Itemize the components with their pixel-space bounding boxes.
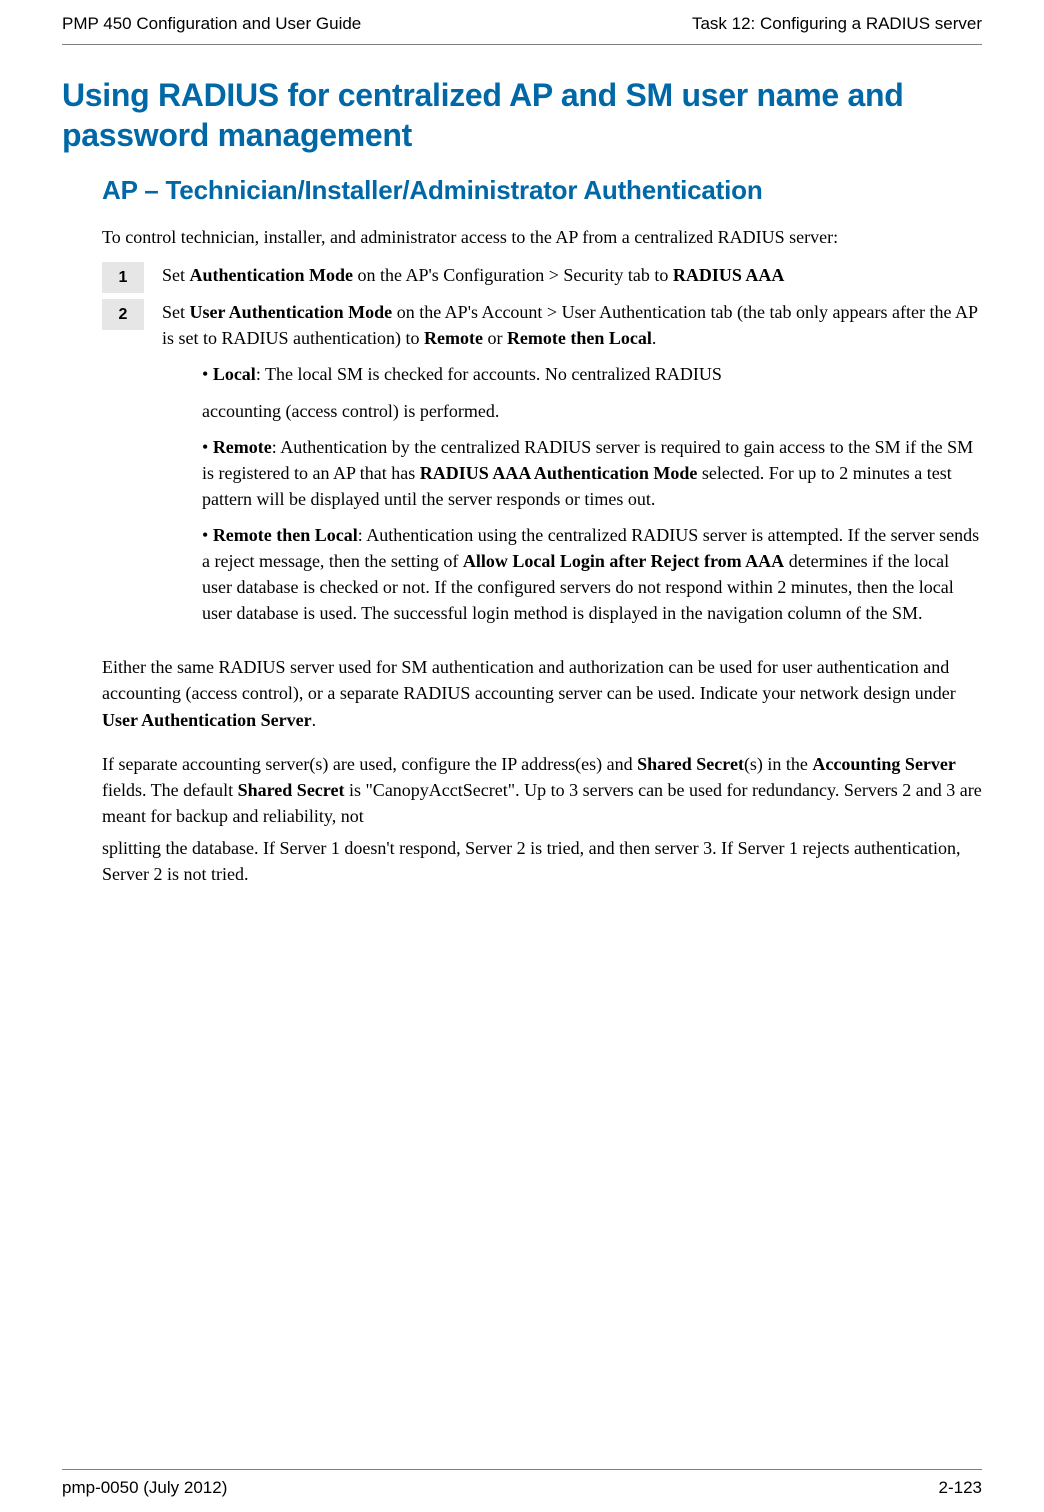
- para2-b: Shared Secret: [637, 754, 744, 774]
- bullet-icon: •: [202, 437, 213, 457]
- step-1-number: 1: [102, 262, 144, 293]
- para2-f: Shared Secret: [238, 780, 345, 800]
- sub-remote-then-local: • Remote then Local: Authentication usin…: [202, 522, 982, 626]
- step-2-bold-b: User Authentication Mode: [190, 302, 393, 322]
- paragraph-1: Either the same RADIUS server used for S…: [102, 654, 982, 732]
- sub-local-label: Local: [213, 364, 256, 384]
- bullet-icon: •: [202, 525, 213, 545]
- step-2-bold-f: Remote then Local: [507, 328, 652, 348]
- step-1-bold-b: Authentication Mode: [190, 265, 354, 285]
- header-right: Task 12: Configuring a RADIUS server: [692, 14, 982, 34]
- para1-bold: User Authentication Server: [102, 710, 312, 730]
- step-1-text-c: on the AP's Configuration > Security tab…: [353, 265, 673, 285]
- para2-d: Accounting Server: [812, 754, 955, 774]
- body-content: To control technician, installer, and ad…: [102, 224, 982, 887]
- footer-right: 2-123: [939, 1478, 982, 1498]
- sub-rtl-bold: Allow Local Login after Reject from AAA: [463, 551, 784, 571]
- section-subtitle: AP – Technician/Installer/Administrator …: [102, 175, 982, 206]
- main-title: Using RADIUS for centralized AP and SM u…: [62, 75, 982, 155]
- footer-left: pmp-0050 (July 2012): [62, 1478, 227, 1498]
- step-1: 1 Set Authentication Mode on the AP's Co…: [102, 262, 982, 293]
- paragraph-2: If separate accounting server(s) are use…: [102, 751, 982, 829]
- header-left: PMP 450 Configuration and User Guide: [62, 14, 361, 34]
- para2-a: If separate accounting server(s) are use…: [102, 754, 637, 774]
- sub-remote: • Remote: Authentication by the centrali…: [202, 434, 982, 512]
- para1-a: Either the same RADIUS server used for S…: [102, 657, 956, 703]
- sub-rtl-label: Remote then Local: [213, 525, 358, 545]
- para2-c: (s) in the: [744, 754, 812, 774]
- page: PMP 450 Configuration and User Guide Tas…: [0, 0, 1044, 1512]
- bullet-icon: •: [202, 364, 213, 384]
- page-footer: pmp-0050 (July 2012) 2-123: [62, 1469, 982, 1498]
- step-2-subitems: • Local: The local SM is checked for acc…: [202, 361, 982, 626]
- step-2-text-a: Set: [162, 302, 190, 322]
- para2-e: fields. The default: [102, 780, 238, 800]
- intro-text: To control technician, installer, and ad…: [102, 224, 982, 250]
- sub-local-text1: : The local SM is checked for accounts. …: [256, 364, 722, 384]
- step-1-body: Set Authentication Mode on the AP's Conf…: [162, 262, 982, 288]
- step-2-text-g: .: [652, 328, 657, 348]
- step-2-bold-d: Remote: [424, 328, 483, 348]
- sub-remote-bold: RADIUS AAA Authentication Mode: [420, 463, 698, 483]
- step-2-number: 2: [102, 299, 144, 330]
- para1-c: .: [312, 710, 317, 730]
- sub-remote-label: Remote: [213, 437, 272, 457]
- step-2-body: Set User Authentication Mode on the AP's…: [162, 299, 982, 636]
- paragraph-3: splitting the database. If Server 1 does…: [102, 835, 982, 887]
- step-2-text-e: or: [483, 328, 507, 348]
- sub-local-line2: accounting (access control) is performed…: [202, 398, 982, 424]
- step-1-text-a: Set: [162, 265, 190, 285]
- page-header: PMP 450 Configuration and User Guide Tas…: [62, 0, 982, 45]
- step-1-bold-d: RADIUS AAA: [673, 265, 785, 285]
- step-2: 2 Set User Authentication Mode on the AP…: [102, 299, 982, 636]
- sub-local-line1: • Local: The local SM is checked for acc…: [202, 361, 982, 387]
